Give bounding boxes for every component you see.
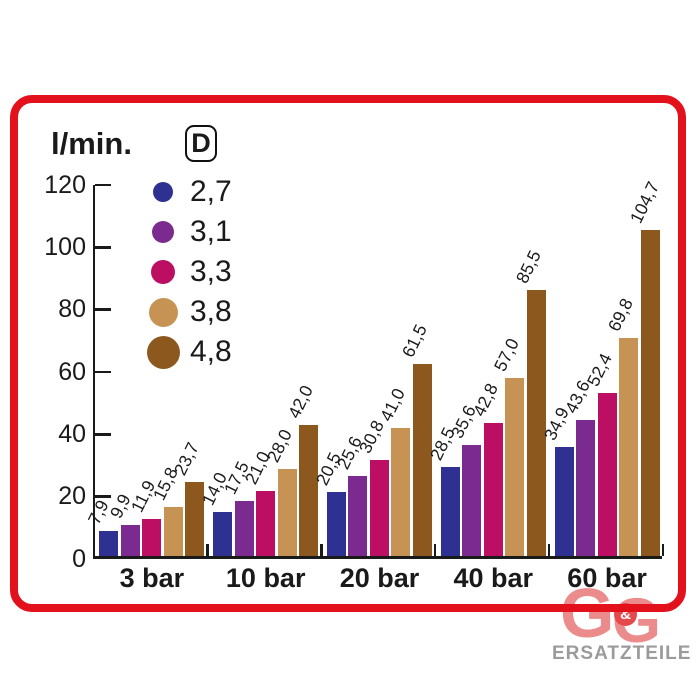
- legend-dot-cell: [140, 260, 186, 284]
- bar: [142, 518, 162, 556]
- legend-item-label: 2,7: [190, 175, 232, 208]
- bar-group: 7,9 9,9 11,9 15,8 23,7 3 bar: [84, 185, 209, 593]
- bar: [640, 229, 660, 556]
- bar-value-label: 30,8: [354, 417, 388, 457]
- x-axis-category-label: 40 bar: [453, 563, 534, 593]
- bar: [440, 467, 460, 556]
- y-axis-tick-label: 60: [58, 357, 86, 386]
- legend-dot-cell: [140, 221, 186, 243]
- x-axis-tick: [206, 544, 209, 556]
- bar: [213, 512, 233, 556]
- logo-ampersand-badge: &: [614, 603, 637, 626]
- bar: [163, 506, 183, 556]
- bar-value-label: 61,5: [397, 321, 431, 361]
- bar: [326, 492, 346, 556]
- bar: [185, 482, 205, 556]
- legend-item: 3,1: [140, 212, 232, 252]
- bar: [619, 338, 639, 556]
- bar-group: 28,5 35,6 42,8 57,0 85,5 40 bar: [426, 185, 550, 593]
- bar: [554, 447, 574, 556]
- legend-item: 2,7: [140, 172, 232, 212]
- bar: [505, 378, 525, 556]
- bar: [348, 476, 368, 556]
- x-axis-tick: [661, 544, 664, 556]
- bar-value-label: 42,8: [468, 379, 502, 420]
- bar-value-label: 23,7: [170, 439, 204, 479]
- x-axis-tick: [547, 544, 551, 556]
- legend: 2,7 3,1 3,3 3,8 4,8: [140, 172, 232, 372]
- y-axis-tick-label: 80: [58, 295, 86, 324]
- bar: [120, 525, 140, 556]
- legend-dot-cell: [140, 297, 186, 327]
- bar-value-label: 69,8: [604, 295, 637, 335]
- y-axis-tick-label: 100: [44, 232, 86, 261]
- x-axis-category-label: 60 bar: [567, 563, 647, 593]
- y-axis-tick: [95, 183, 111, 187]
- bar-value-label: 52,4: [582, 349, 616, 390]
- y-axis-tick: [95, 495, 111, 498]
- x-axis-category-label: 10 bar: [225, 563, 306, 593]
- bar-value-label: 41,0: [376, 385, 410, 425]
- y-axis-tick: [95, 246, 111, 249]
- x-axis-tick: [433, 544, 437, 556]
- bar: [234, 501, 254, 556]
- bar: [391, 428, 411, 556]
- bar: [369, 460, 389, 556]
- y-axis-tick-label: 20: [58, 482, 86, 511]
- y-axis-tick-label: 120: [44, 170, 86, 199]
- bar-value-label: 57,0: [490, 335, 524, 375]
- bar: [99, 531, 119, 556]
- bar: [299, 425, 319, 556]
- bar: [597, 392, 617, 556]
- y-axis-tick: [95, 370, 111, 374]
- bar-group: 34,9 43,6 52,4 69,8 104,7 60 bar: [540, 178, 664, 593]
- bar-value-label: 28,0: [262, 425, 296, 466]
- legend-color-dot: [153, 182, 173, 202]
- bar-value-label: 85,5: [511, 246, 545, 286]
- x-axis-category-label: 20 bar: [339, 563, 420, 593]
- logo-letter-g1: G: [560, 574, 615, 652]
- legend-title: D: [191, 128, 211, 158]
- legend-title-box: D: [185, 125, 217, 162]
- y-axis-tick: [95, 308, 111, 311]
- legend-color-dot: [148, 297, 178, 327]
- legend-dot-cell: [140, 182, 186, 202]
- legend-item-label: 3,1: [190, 215, 232, 248]
- bar-group: 14,0 17,5 21,0 28,0 42,0 10 bar: [198, 185, 323, 593]
- legend-color-dot: [151, 260, 175, 284]
- legend-color-dot: [152, 221, 174, 243]
- legend-item-label: 3,3: [190, 255, 232, 288]
- plot-area: 0 20 40 60 80 100 120 7,9 9,9 11,9 15,8 23,7 3 bar 14…: [44, 172, 664, 593]
- legend-dot-cell: [140, 335, 186, 369]
- legend-color-dot: [146, 335, 180, 369]
- legend-item: 3,8: [140, 292, 232, 332]
- legend-item-label: 4,8: [190, 335, 232, 368]
- y-axis-tick-label: 0: [72, 544, 86, 573]
- bar-group: 20,5 25,6 30,8 41,0 61,5 20 bar: [312, 185, 437, 593]
- x-axis-tick: [320, 544, 323, 556]
- legend-item: 4,8: [140, 332, 232, 372]
- bar-value-label: 42,0: [284, 382, 318, 422]
- bar-value-label: 104,7: [625, 177, 663, 227]
- bar: [412, 364, 432, 556]
- bar: [277, 468, 297, 556]
- legend-item-label: 3,8: [190, 295, 232, 328]
- bar: [256, 490, 276, 556]
- legend-item: 3,3: [140, 252, 232, 292]
- bar: [462, 445, 482, 556]
- y-axis-unit-label: l/min.: [51, 126, 132, 161]
- y-axis-tick-label: 40: [58, 419, 86, 448]
- bar: [576, 420, 596, 556]
- x-axis-category-label: 3 bar: [119, 563, 185, 593]
- bar: [483, 422, 503, 556]
- logo-subtitle: ERSATZTEILE: [552, 643, 692, 664]
- y-axis-tick: [95, 433, 111, 436]
- logo-ampersand: &: [620, 606, 631, 623]
- bar: [526, 289, 546, 556]
